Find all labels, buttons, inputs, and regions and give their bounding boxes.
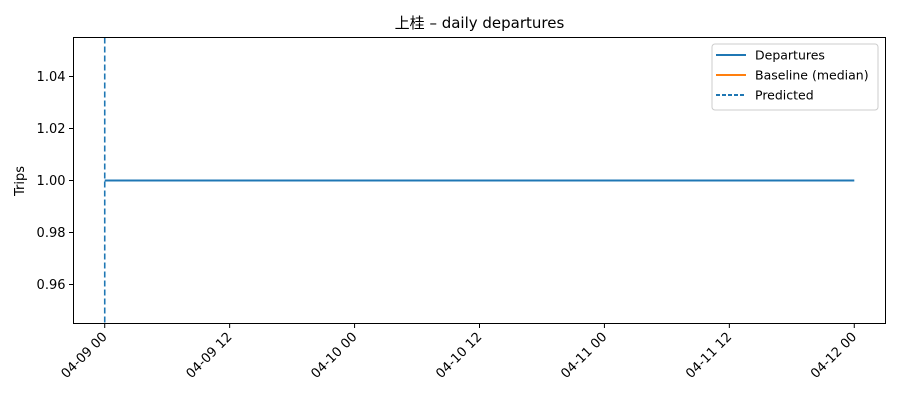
y-tick-label: 1.04	[37, 70, 66, 85]
y-tick-label: 1.02	[37, 122, 66, 137]
x-tick-label: 04-09 12	[184, 330, 236, 382]
plot-area	[103, 37, 855, 324]
y-axis-label: Trips	[13, 166, 28, 197]
y-tick-label: 0.96	[37, 278, 66, 293]
x-tick-label: 04-12 00	[808, 330, 860, 382]
y-tick-label: 0.98	[37, 226, 66, 241]
chart-title: 上桂 – daily departures	[395, 14, 565, 32]
legend-label: Predicted	[755, 88, 814, 103]
x-axis-ticks: 04-09 00 04-09 12 04-10 00 04-10 12 04-11 00…	[59, 323, 860, 382]
x-tick-label: 04-09 00	[59, 330, 111, 382]
legend-box	[711, 43, 879, 111]
x-tick-label: 04-10 00	[308, 330, 360, 382]
y-tick-label: 1.00	[37, 174, 66, 189]
legend-label: Baseline (median)	[755, 68, 869, 83]
legend: Departures Baseline (median) Predicted	[711, 43, 879, 111]
x-tick-label: 04-11 12	[683, 330, 735, 382]
y-axis-ticks: 0.96 0.98 1.00 1.02 1.04	[37, 70, 74, 293]
x-tick-label: 04-11 00	[558, 330, 610, 382]
legend-label: Departures	[755, 48, 825, 63]
x-tick-label: 04-10 12	[433, 330, 485, 382]
